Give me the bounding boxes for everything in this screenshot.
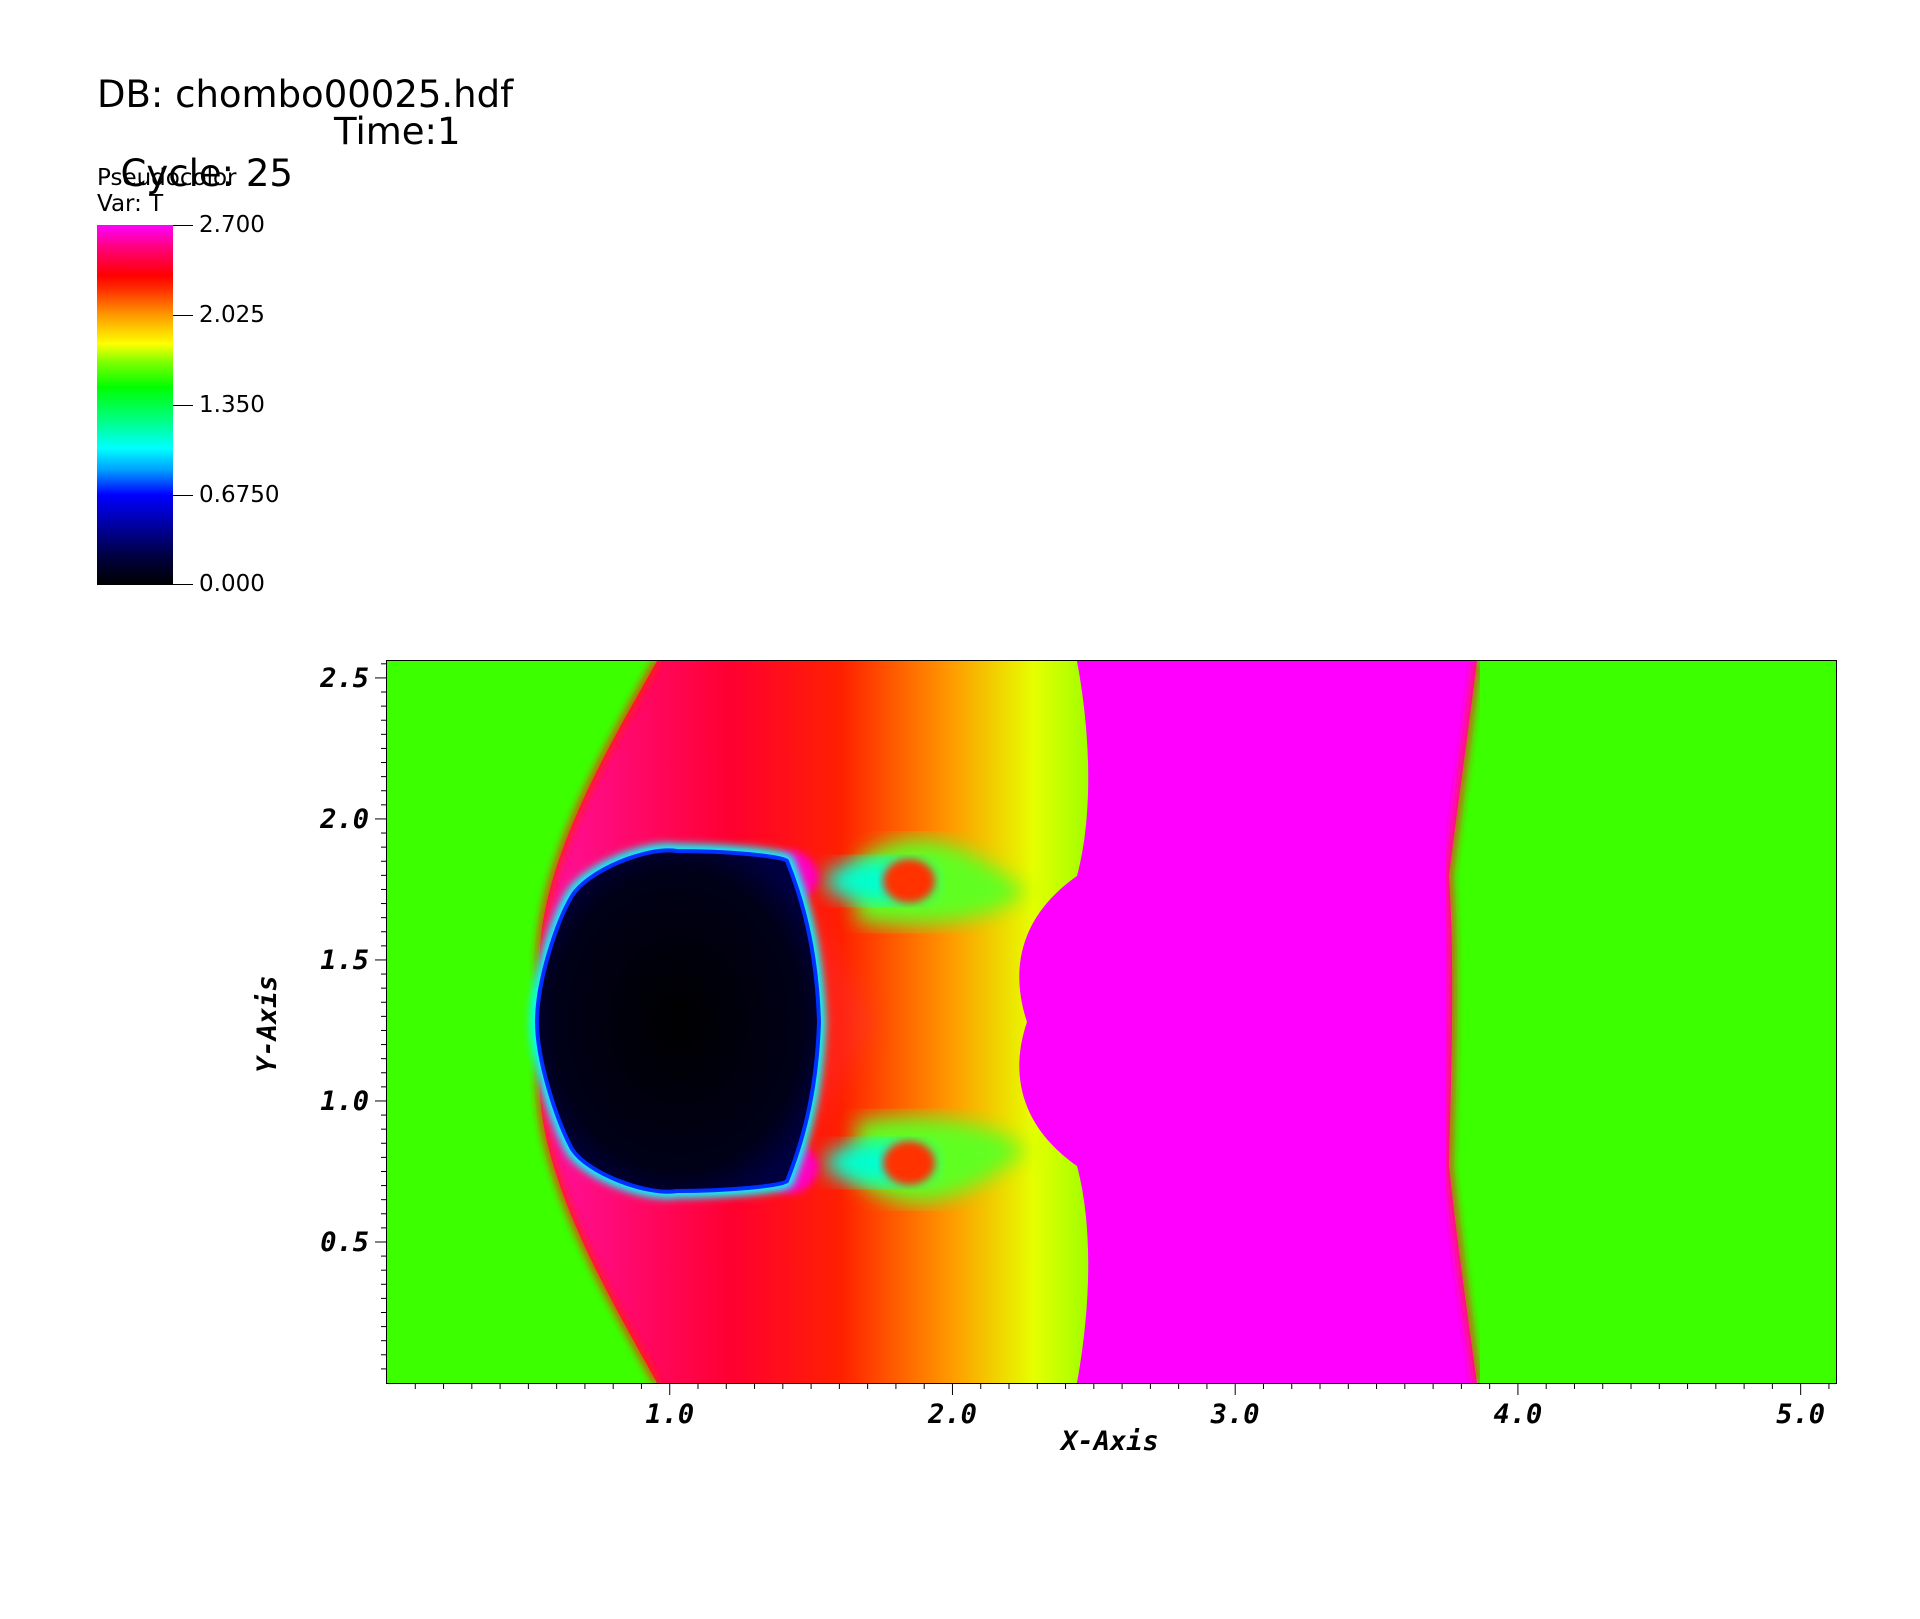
y-tick-label: 2.0 bbox=[319, 804, 369, 835]
pseudocolor-plot bbox=[387, 661, 1836, 1383]
time-label: Time:1 bbox=[334, 110, 461, 153]
x-tick-label: 1.0 bbox=[645, 1399, 694, 1430]
legend-plot-type: Pseudocolor bbox=[97, 165, 237, 191]
colorbar-tick bbox=[173, 584, 193, 585]
x-tick-label: 3.0 bbox=[1210, 1399, 1260, 1430]
shock-front-right bbox=[1445, 661, 1480, 1383]
lower-roll-up bbox=[883, 1141, 935, 1185]
y-tick-label: 1.0 bbox=[320, 1086, 369, 1117]
x-axis-title: X-Axis bbox=[1059, 1426, 1159, 1457]
colorbar-label: 1.350 bbox=[199, 392, 265, 418]
colorbar-tick bbox=[173, 315, 193, 316]
colorbar-label: 0.6750 bbox=[199, 482, 280, 508]
x-tick-label: 2.0 bbox=[927, 1399, 977, 1430]
legend-variable: Var: T bbox=[97, 191, 164, 217]
colorbar-tick bbox=[173, 495, 193, 496]
cold-bubble bbox=[534, 848, 822, 1194]
cycle-time-line: Cycle: 25 Time:1 bbox=[97, 111, 461, 237]
y-axis-title: Y-Axis bbox=[252, 975, 283, 1073]
upper-roll-up bbox=[883, 859, 935, 903]
colorbar-label-max: 2.700 bbox=[199, 212, 265, 238]
y-axis-tick-labels: 0.5 1.0 1.5 2.0 2.5 bbox=[319, 663, 369, 1258]
y-tick-label: 2.5 bbox=[319, 663, 369, 694]
colorbar-label: 2.025 bbox=[199, 302, 265, 328]
cycle-label: Cycle: 25 bbox=[120, 152, 293, 195]
colorbar bbox=[97, 225, 173, 585]
y-tick-label: 1.5 bbox=[320, 945, 369, 976]
colorbar-tick bbox=[173, 225, 193, 226]
x-axis-tick-labels: 1.0 2.0 3.0 4.0 5.0 bbox=[645, 1399, 1825, 1430]
database-title: DB: chombo00025.hdf bbox=[97, 73, 514, 116]
y-tick-label: 0.5 bbox=[320, 1227, 369, 1258]
x-axis-ticks bbox=[414, 1383, 1830, 1395]
x-tick-label: 5.0 bbox=[1776, 1399, 1825, 1430]
colorbar-label-min: 0.000 bbox=[199, 571, 265, 597]
colorbar-tick bbox=[173, 405, 193, 406]
ambient-right-region bbox=[1477, 661, 1836, 1383]
x-tick-label: 4.0 bbox=[1494, 1399, 1543, 1430]
shocked-region bbox=[1019, 661, 1477, 1383]
temperature-field bbox=[387, 661, 1836, 1383]
y-axis-ticks bbox=[375, 663, 387, 1370]
